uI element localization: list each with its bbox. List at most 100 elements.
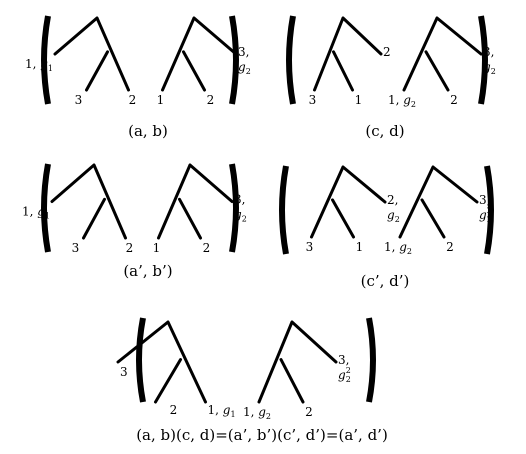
tree-ab-1-leaf-3: 2	[129, 93, 137, 107]
tree-ab-1-leaf-1-sub: 1	[48, 64, 53, 73]
open-paren-product	[136, 317, 146, 403]
tree-cpdp-1-leaf-1: 3	[306, 240, 314, 254]
tree-ab-2-leaf-3-g: g	[238, 60, 246, 74]
tree-product-1-leaf-3-g: g	[223, 403, 231, 417]
tree-cd-1-leaf-1: 3	[309, 93, 317, 107]
close-paren-cpdp	[484, 165, 494, 255]
caption-apbp: (a’, b’)	[123, 262, 172, 280]
tree-apbp-1-leaf-2-text: 3	[72, 241, 80, 255]
tree-cpdp-1	[310, 165, 387, 239]
tree-apbp-2-leaf-1-text: 1	[153, 241, 161, 255]
tree-cpdp-2-leaf-1: 1, g2	[384, 240, 412, 256]
tree-product-2-leaf-2: 2	[305, 405, 313, 419]
tree-apbp-2	[157, 163, 234, 240]
tree-apbp-2-leaf-1: 1	[153, 241, 161, 255]
tree-ab-2-leaf-3: 3, g2	[238, 45, 251, 76]
tree-cd-1-leaf-2: 1	[355, 93, 363, 107]
tree-apbp-1-leaf-1-g: g	[37, 205, 45, 219]
tree-product-1-leaf-3: 1, g1	[208, 403, 236, 419]
tree-ab-1-leaf-3-text: 2	[129, 93, 137, 107]
tree-cpdp-2-leaf-2: 2	[446, 240, 454, 254]
tree-cpdp-2-leaf-1-g: g	[399, 240, 407, 254]
tree-cpdp-2-leaf-3: 3, g2 2	[479, 193, 492, 224]
tree-apbp-1-leaf-1-sub: 1	[45, 212, 50, 221]
tree-product-2-leaf-1-sub: 2	[266, 412, 271, 421]
caption-ab: (a, b)	[128, 122, 168, 140]
tree-product-2-leaf-1: 1, g2	[243, 405, 271, 421]
tree-ab-2-leaf-1-text: 1	[157, 93, 165, 107]
tree-apbp-1	[50, 163, 127, 240]
tree-ab-2-leaf-3-sub: 2	[246, 67, 251, 76]
tree-ab-2-leaf-1: 1	[157, 93, 165, 107]
tree-ab-1-leaf-1: 1, g1	[25, 57, 53, 73]
tree-cpdp-2-leaf-2-text: 2	[446, 240, 454, 254]
tree-product-2	[257, 320, 338, 404]
caption-product: (a, b)(c, d)=(a’, b’)(c’, d’)=(a’, d’)	[136, 426, 388, 444]
tree-cpdp-1-leaf-1-text: 3	[306, 240, 314, 254]
tree-cpdp-1-leaf-2: 1	[356, 240, 364, 254]
close-paren-cd	[478, 15, 488, 105]
tree-product-2-leaf-3-sub: 2	[346, 375, 351, 384]
open-paren-cd	[286, 15, 296, 105]
tree-product-1-leaf-2: 2	[170, 403, 178, 417]
close-paren-ab	[229, 15, 239, 105]
tree-cpdp-2-leaf-3-sub: 2	[487, 215, 492, 224]
tree-cpdp-2-leaf-1-sub: 2	[407, 247, 412, 256]
tree-product-1-leaf-3-sub: 1	[230, 410, 235, 419]
tree-cpdp-1-leaf-3-sub: 2	[395, 215, 400, 224]
tree-product-2-leaf-2-text: 2	[305, 405, 313, 419]
tree-product-2-leaf-3-sup: 2	[346, 366, 351, 375]
tree-cpdp-1-leaf-3-g: g	[387, 208, 395, 222]
tree-product-1-leaf-2-text: 2	[170, 403, 178, 417]
tree-cd-2-leaf-2: 2	[450, 93, 458, 107]
close-paren-apbp	[229, 163, 239, 253]
tree-cd-2	[402, 16, 483, 92]
tree-cd-2-leaf-1-text: 1,	[388, 93, 403, 107]
tree-cpdp-2	[398, 165, 479, 239]
tree-product-1	[116, 320, 207, 404]
tree-cd-1	[313, 16, 383, 92]
tree-apbp-1-leaf-1-text: 1,	[22, 205, 37, 219]
tree-ab-2	[161, 16, 238, 92]
tree-apbp-2-leaf-3-sub: 2	[242, 215, 247, 224]
tree-cd-2-leaf-1-sub: 2	[411, 100, 416, 109]
tree-cd-2-leaf-3: 3, g2	[483, 45, 496, 76]
caption-cd: (c, d)	[365, 122, 404, 140]
tree-cd-2-leaf-3-g: g	[483, 60, 491, 74]
tree-apbp-2-leaf-3-text: 3,	[234, 193, 245, 207]
tree-ab-2-leaf-2-text: 2	[207, 93, 215, 107]
tree-ab-2-leaf-2: 2	[207, 93, 215, 107]
tree-ab-2-leaf-3-text: 3,	[238, 45, 249, 59]
tree-cpdp-2-leaf-3-g: g	[479, 208, 487, 222]
close-paren-product	[366, 317, 376, 403]
tree-apbp-1-leaf-1: 1, g1	[22, 205, 50, 221]
tree-ab-1-leaf-2-text: 3	[75, 93, 83, 107]
tree-product-1-leaf-1-text: 3	[120, 365, 128, 379]
tree-product-2-leaf-1-text: 1,	[243, 405, 258, 419]
open-paren-cpdp	[279, 165, 289, 255]
tree-cd-2-leaf-1-g: g	[403, 93, 411, 107]
tree-ab-1-leaf-1-g: g	[40, 57, 48, 71]
tree-product-2-leaf-3-text: 3,	[338, 353, 349, 367]
tree-cd-1-leaf-1-text: 3	[309, 93, 317, 107]
tree-apbp-1-leaf-3: 2	[126, 241, 134, 255]
caption-cpdp: (c’, d’)	[361, 272, 410, 290]
tree-product-2-leaf-3-g: g	[338, 368, 346, 382]
tree-apbp-1-leaf-2: 3	[72, 241, 80, 255]
tree-product-1-leaf-1: 3	[120, 365, 128, 379]
tree-apbp-2-leaf-3-g: g	[234, 208, 242, 222]
tree-cd-2-leaf-3-sub: 2	[491, 67, 496, 76]
tree-apbp-1-leaf-3-text: 2	[126, 241, 134, 255]
tree-cpdp-2-leaf-1-text: 1,	[384, 240, 399, 254]
tree-ab-1-leaf-1-text: 1,	[25, 57, 40, 71]
tree-ab-1-leaf-2: 3	[75, 93, 83, 107]
tree-cd-1-leaf-2-text: 1	[355, 93, 363, 107]
tree-cd-1-leaf-3-text: 2	[383, 45, 391, 59]
tree-apbp-2-leaf-3: 3, g2	[234, 193, 247, 224]
tree-cd-2-leaf-1: 1, g2	[388, 93, 416, 109]
tree-apbp-2-leaf-2-text: 2	[203, 241, 211, 255]
tree-cpdp-1-leaf-3-text: 2,	[387, 193, 398, 207]
tree-cpdp-1-leaf-3: 2, g2	[387, 193, 400, 224]
tree-cd-2-leaf-2-text: 2	[450, 93, 458, 107]
